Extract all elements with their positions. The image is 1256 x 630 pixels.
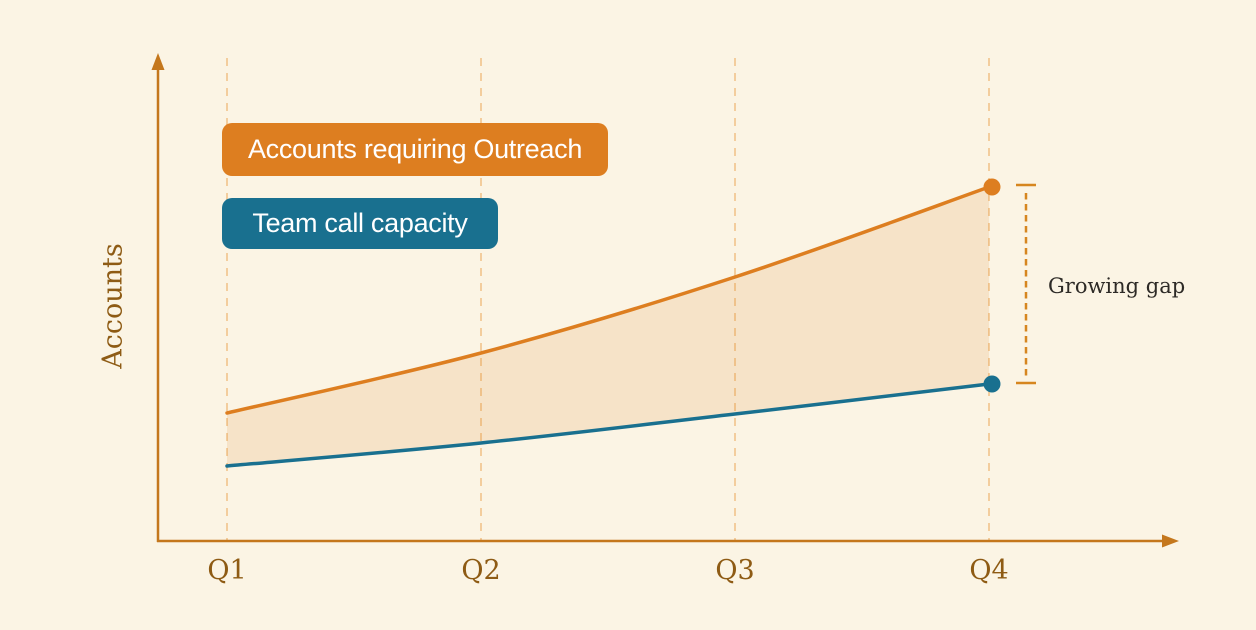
x-tick-q4: Q4 (969, 555, 1009, 586)
legend-outreach-label: Accounts requiring Outreach (247, 134, 583, 164)
x-tick-q3: Q3 (715, 555, 755, 586)
x-axis-arrow-icon (1162, 534, 1179, 548)
x-tick-q1: Q1 (207, 555, 247, 586)
y-axis-arrow-icon (151, 53, 165, 70)
legend-badge-capacity: Team call capacity (222, 198, 498, 249)
outreach-endpoint-dot (983, 178, 1001, 196)
x-tick-q2: Q2 (461, 555, 501, 586)
capacity-endpoint-dot (983, 375, 1001, 393)
capacity-line (225, 382, 991, 468)
outreach-line (225, 185, 991, 415)
y-axis-label: Accounts (97, 243, 129, 369)
growing-gap-label: Growing gap (1048, 274, 1186, 298)
legend-badge-outreach: Accounts requiring Outreach (222, 123, 608, 176)
legend-capacity-label: Team call capacity (252, 208, 468, 238)
